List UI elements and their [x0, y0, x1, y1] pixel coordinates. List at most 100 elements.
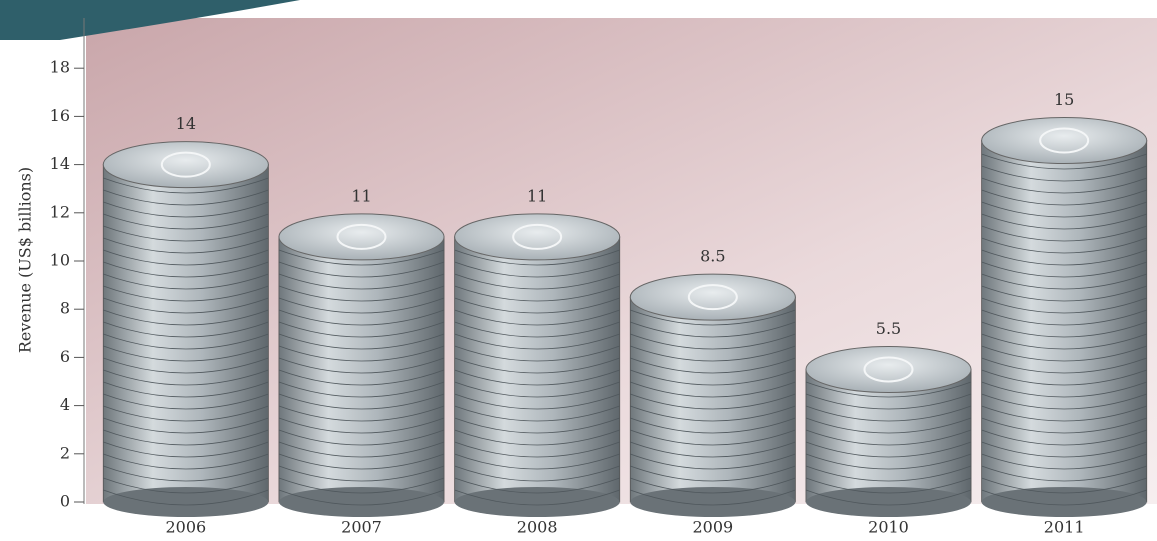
coin-bottom — [981, 487, 1147, 517]
coin-edge — [278, 441, 445, 458]
coin-edge — [630, 381, 796, 398]
coin-edge — [630, 309, 796, 326]
coin-edge — [278, 465, 445, 482]
value-label: 15 — [1054, 90, 1074, 109]
coin-edge — [103, 453, 269, 470]
coin-edge — [278, 477, 445, 494]
coin-edge — [278, 381, 445, 398]
coin-edge — [278, 285, 445, 302]
coin-bottom — [103, 487, 269, 517]
coin-edge — [278, 249, 445, 266]
coin-emblem — [336, 223, 387, 250]
coin-edge — [981, 237, 1147, 254]
coin-edge — [981, 405, 1147, 422]
coin-edge — [981, 273, 1147, 290]
coin-edge — [278, 333, 445, 350]
coin-edge — [103, 177, 269, 194]
coin-edge — [103, 369, 269, 386]
coin-edge — [454, 381, 620, 398]
coin-edge — [981, 189, 1147, 206]
y-tick-label: 14 — [50, 154, 70, 173]
coin-edge — [805, 477, 972, 494]
coin-edge — [103, 213, 269, 230]
coin-edge — [103, 357, 269, 374]
coin-edge — [454, 273, 620, 290]
coin-edge — [981, 369, 1147, 386]
coin-edge — [103, 225, 269, 242]
coin-edge — [103, 405, 269, 422]
coin-edge — [103, 309, 269, 326]
y-tick-label: 10 — [50, 251, 70, 270]
coin-edge — [103, 429, 269, 446]
coin-edge — [278, 261, 445, 278]
coin-edge — [981, 381, 1147, 398]
coin-edge — [981, 345, 1147, 362]
coin-edge — [805, 417, 972, 434]
coin-edge — [981, 357, 1147, 374]
coin-bottom — [805, 487, 972, 517]
coin-edge — [454, 429, 620, 446]
coin-edge — [103, 273, 269, 290]
coin-edge — [278, 393, 445, 410]
coin-edge — [805, 453, 972, 470]
coin-edge — [103, 189, 269, 206]
coin-edge — [454, 249, 620, 266]
coin-edge — [981, 417, 1147, 434]
x-tick-label: 2011 — [1044, 518, 1085, 537]
coin-edge — [278, 417, 445, 434]
coin-edge — [805, 465, 972, 482]
coin-edge — [103, 261, 269, 278]
coin-edge — [981, 213, 1147, 230]
coin-edge — [630, 357, 796, 374]
coin-edge — [454, 405, 620, 422]
coin-emblem — [687, 284, 738, 311]
coin-edge — [103, 297, 269, 314]
value-label: 5.5 — [876, 319, 901, 338]
coin-edge — [981, 225, 1147, 242]
coin-edge — [278, 405, 445, 422]
coin-edge — [103, 465, 269, 482]
coin-edge — [103, 321, 269, 338]
coin-bottom — [454, 487, 620, 517]
coin-edge — [630, 369, 796, 386]
coin-edge — [981, 477, 1147, 494]
coin-edge — [981, 321, 1147, 338]
coin-emblem — [512, 223, 563, 250]
value-label: 14 — [176, 114, 196, 133]
coin-edge — [630, 405, 796, 422]
y-tick-label: 8 — [60, 299, 70, 318]
coin-edge — [981, 261, 1147, 278]
coin-edge — [278, 345, 445, 362]
y-tick-label: 16 — [50, 106, 70, 125]
bar — [629, 296, 796, 503]
coin-edge — [103, 417, 269, 434]
coin-edge — [805, 429, 972, 446]
y-tick-label: 0 — [60, 492, 70, 511]
coin-edge — [981, 453, 1147, 470]
coin-edge — [454, 453, 620, 470]
logo-decoration — [0, 0, 300, 40]
coin-edge — [454, 393, 620, 410]
coin-edge — [981, 465, 1147, 482]
coin-edge — [630, 333, 796, 350]
coin-edge — [454, 345, 620, 362]
coin-edge — [454, 441, 620, 458]
coin-edge — [630, 345, 796, 362]
coin-edge — [278, 489, 445, 506]
coin-edge — [981, 489, 1147, 506]
coin-edge — [454, 309, 620, 326]
coin-edge — [454, 297, 620, 314]
coin-edge — [103, 393, 269, 410]
coin-edge — [103, 489, 269, 506]
coin-emblem — [1039, 127, 1090, 154]
y-tick-label: 6 — [60, 347, 70, 366]
coin-edge — [981, 333, 1147, 350]
coin-edge — [805, 489, 972, 506]
coin-edge — [454, 285, 620, 302]
coin-edge — [278, 357, 445, 374]
x-tick-label: 2007 — [341, 518, 382, 537]
coin-top — [454, 213, 621, 261]
coin-edge — [981, 297, 1147, 314]
coin-edge — [103, 249, 269, 266]
